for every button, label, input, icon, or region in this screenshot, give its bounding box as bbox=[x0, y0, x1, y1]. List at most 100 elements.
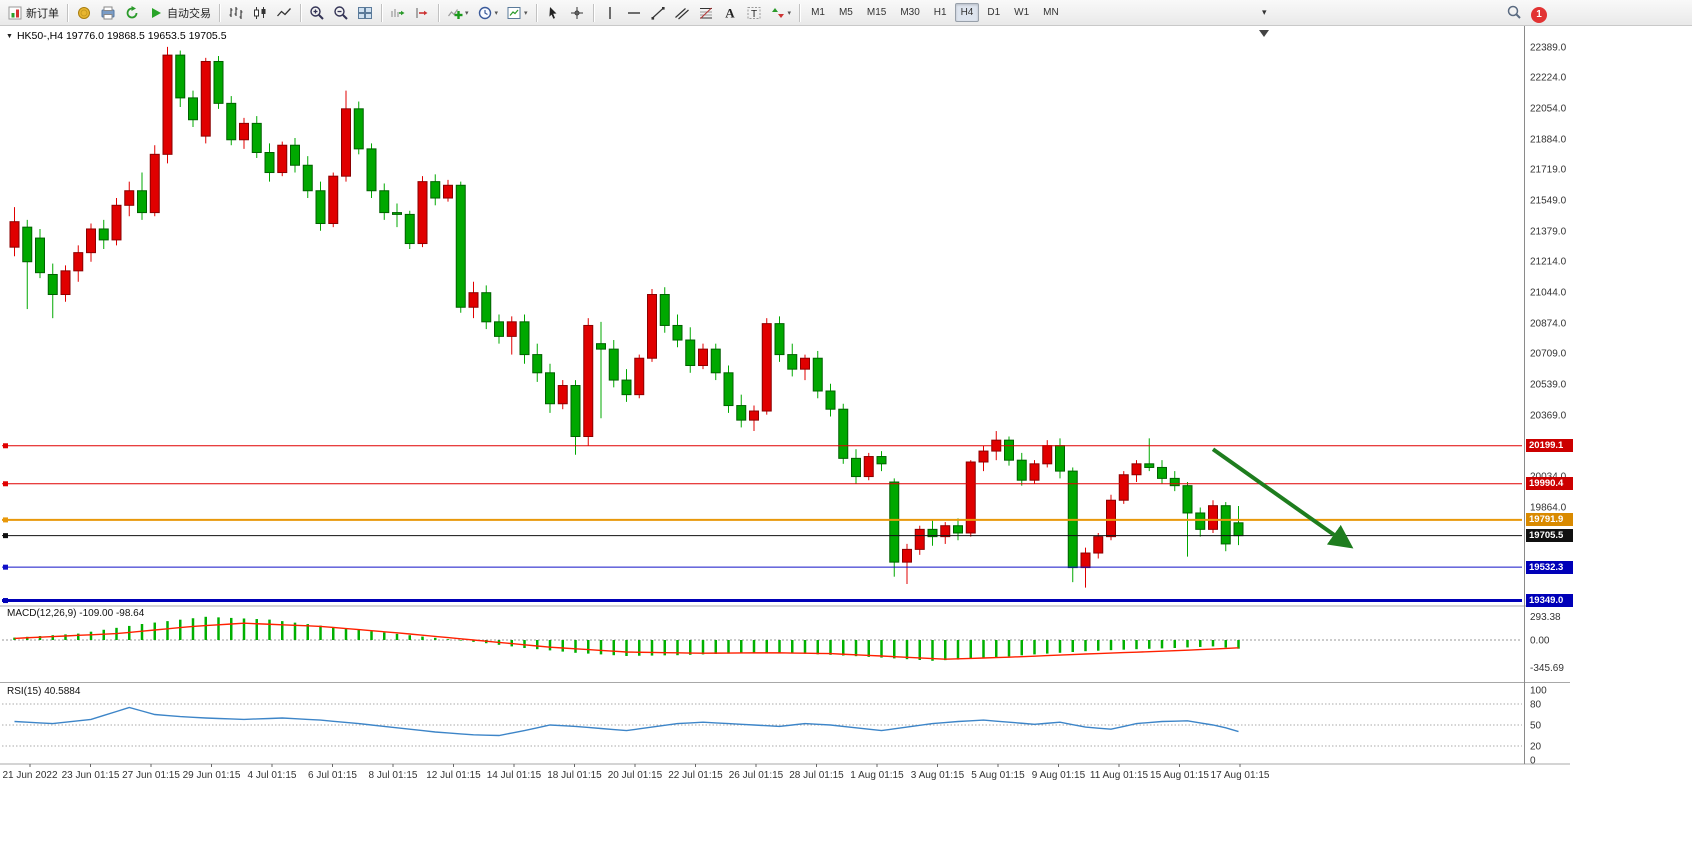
search-icon[interactable] bbox=[1506, 4, 1522, 25]
candle bbox=[1169, 477, 1180, 487]
trendline-button[interactable] bbox=[647, 2, 669, 24]
price-axis-label: 20034.0 bbox=[1530, 471, 1567, 482]
candle bbox=[98, 228, 109, 241]
candle bbox=[1182, 485, 1193, 514]
candle bbox=[392, 212, 402, 215]
candle bbox=[162, 54, 173, 155]
chart-collapse-icon[interactable]: ▼ bbox=[6, 32, 13, 40]
price-axis-label: 20369.0 bbox=[1530, 410, 1567, 421]
price-axis-label: 21549.0 bbox=[1530, 196, 1567, 207]
candle bbox=[940, 525, 951, 538]
hline-handle[interactable] bbox=[3, 481, 8, 487]
text-button[interactable]: A bbox=[719, 2, 741, 24]
notification-badge[interactable]: 1 bbox=[1531, 6, 1547, 23]
toolbar-separator bbox=[592, 3, 594, 22]
line-chart-button[interactable] bbox=[273, 2, 295, 24]
candle bbox=[1106, 499, 1116, 538]
candle bbox=[889, 481, 900, 563]
toolbar-overflow-icon[interactable]: ▾ bbox=[1262, 7, 1267, 17]
candle bbox=[583, 324, 594, 438]
toolbar-right-group: 1 bbox=[1506, 4, 1547, 25]
candlestick-chart-button[interactable] bbox=[249, 2, 271, 24]
periods-button[interactable]: ▾ bbox=[474, 2, 502, 24]
candle bbox=[366, 148, 377, 192]
date-axis-label: 11 Aug 01:15 bbox=[1090, 770, 1149, 781]
chevron-down-icon[interactable]: ▾ bbox=[494, 9, 499, 17]
chart-shift-button[interactable] bbox=[411, 2, 433, 24]
hline-handle[interactable] bbox=[3, 443, 8, 449]
timeframe-w1-button[interactable]: W1 bbox=[1014, 7, 1030, 18]
candle bbox=[277, 144, 288, 174]
mql-community-button[interactable] bbox=[73, 2, 95, 24]
label-button[interactable]: T bbox=[743, 2, 765, 24]
candle bbox=[927, 528, 938, 538]
crosshair-button[interactable] bbox=[566, 2, 588, 24]
price-axis-label: 21379.0 bbox=[1530, 226, 1567, 237]
hline-handle[interactable] bbox=[3, 598, 8, 604]
date-axis-label: 20 Jul 01:15 bbox=[608, 770, 663, 781]
candle bbox=[914, 528, 925, 550]
candle bbox=[1131, 463, 1142, 476]
tile-windows-button[interactable] bbox=[354, 2, 376, 24]
date-axis-label: 1 Aug 01:15 bbox=[850, 770, 904, 781]
price-badge-19791.9: 19791.9 bbox=[1526, 513, 1573, 527]
hline-handle[interactable] bbox=[3, 533, 8, 539]
candle bbox=[1157, 466, 1167, 479]
macd-histogram bbox=[13, 616, 1240, 661]
candle bbox=[22, 226, 33, 263]
channel-button[interactable] bbox=[671, 2, 693, 24]
bar-chart-button[interactable] bbox=[225, 2, 247, 24]
trend-arrow[interactable] bbox=[1211, 447, 1354, 549]
timeframe-d1-button[interactable]: D1 bbox=[987, 7, 1001, 18]
indicators-button[interactable]: ▾ bbox=[444, 2, 472, 24]
candle bbox=[124, 190, 135, 206]
candle bbox=[557, 385, 568, 405]
autotrading-button[interactable]: 自动交易 bbox=[145, 2, 214, 24]
arrows-button[interactable]: ▾ bbox=[767, 2, 795, 24]
candle bbox=[1029, 463, 1040, 481]
candle bbox=[723, 372, 734, 407]
timeframe-m30-button[interactable]: M30 bbox=[900, 7, 920, 18]
play-icon bbox=[148, 5, 164, 21]
macd-scale-label: -345.69 bbox=[1530, 663, 1564, 674]
timeframe-h4-button[interactable]: H4 bbox=[954, 3, 980, 22]
cursor-button[interactable] bbox=[542, 2, 564, 24]
vertical-line-button[interactable] bbox=[599, 2, 621, 24]
chevron-down-icon[interactable]: ▾ bbox=[787, 9, 792, 17]
print-icon bbox=[100, 5, 116, 21]
price-axis-label: 19864.0 bbox=[1530, 502, 1567, 513]
refresh-button[interactable] bbox=[121, 2, 143, 24]
templates-button[interactable]: ▾ bbox=[503, 2, 531, 24]
auto-scroll-button[interactable] bbox=[387, 2, 409, 24]
timeframe-h1-button[interactable]: H1 bbox=[933, 7, 947, 18]
candle bbox=[404, 213, 415, 245]
timeframe-m5-button[interactable]: M5 bbox=[838, 7, 853, 18]
chart-shift-marker[interactable] bbox=[1259, 30, 1269, 37]
timeframe-m1-button[interactable]: M1 bbox=[811, 7, 825, 18]
timeframe-m15-button[interactable]: M15 bbox=[866, 7, 887, 18]
macd-signal-line bbox=[14, 622, 1239, 660]
date-axis-label: 28 Jul 01:15 bbox=[789, 770, 844, 781]
hline-handle[interactable] bbox=[3, 517, 8, 523]
chevron-down-icon[interactable]: ▾ bbox=[465, 9, 469, 17]
trendline-icon bbox=[650, 5, 666, 21]
shift-icon bbox=[414, 5, 430, 21]
candle bbox=[226, 102, 237, 141]
timeframe-mn-button[interactable]: MN bbox=[1043, 7, 1059, 18]
date-axis-label: 8 Jul 01:15 bbox=[369, 770, 418, 781]
candle bbox=[800, 357, 810, 370]
zoom-out-button[interactable] bbox=[330, 2, 352, 24]
horizontal-line-button[interactable] bbox=[623, 2, 645, 24]
print-button[interactable] bbox=[97, 2, 119, 24]
date-axis-label: 14 Jul 01:15 bbox=[487, 770, 542, 781]
toolbar-separator bbox=[799, 3, 801, 22]
fibo-icon bbox=[698, 5, 714, 21]
new-order-button[interactable]: 新订单 bbox=[4, 2, 62, 24]
zoom-in-button[interactable] bbox=[306, 2, 328, 24]
hline-handle[interactable] bbox=[3, 564, 8, 570]
candlestick-series bbox=[9, 46, 1244, 588]
chevron-down-icon[interactable]: ▾ bbox=[524, 9, 528, 17]
price-axis-label: 20709.0 bbox=[1530, 348, 1567, 359]
gold-icon bbox=[76, 5, 92, 21]
fibonacci-button[interactable] bbox=[695, 2, 717, 24]
